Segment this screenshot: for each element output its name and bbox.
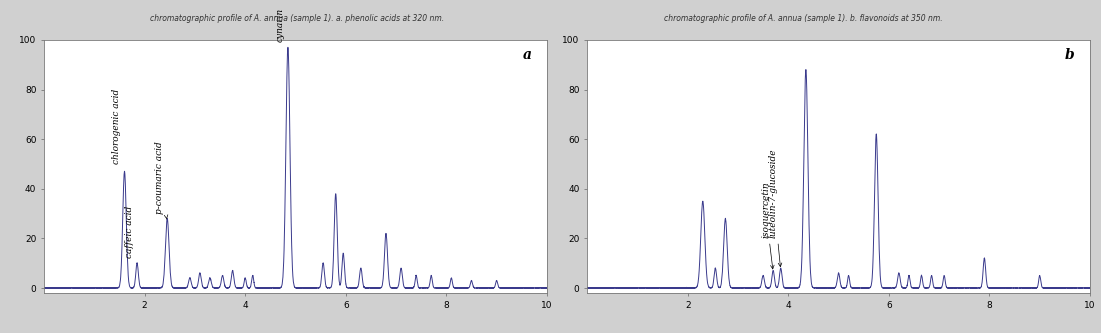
Text: chlorogenic acid: chlorogenic acid — [112, 89, 121, 164]
Text: a: a — [523, 48, 532, 62]
Text: p-coumaric acid: p-coumaric acid — [155, 141, 167, 219]
Text: luteolin-7-glucoside: luteolin-7-glucoside — [768, 149, 782, 267]
Text: cynarin: cynarin — [276, 8, 285, 42]
Text: isoquercetin: isoquercetin — [761, 182, 774, 269]
Text: b: b — [1065, 48, 1075, 62]
Text: caffeic acid: caffeic acid — [126, 206, 134, 258]
Text: chromatographic profile of A. annua (sample 1). b. flavonoids at 350 nm.: chromatographic profile of A. annua (sam… — [664, 14, 944, 23]
Text: chromatographic profile of A. annua (sample 1). a. phenolic acids at 320 nm.: chromatographic profile of A. annua (sam… — [150, 14, 445, 23]
